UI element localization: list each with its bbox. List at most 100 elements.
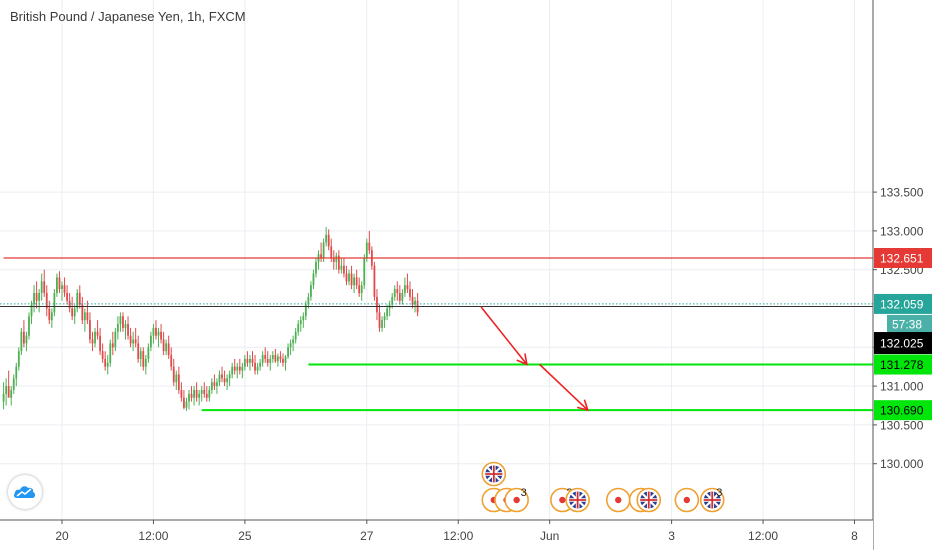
- projection-arrowhead-2: [576, 399, 589, 412]
- candle-body: [167, 343, 170, 356]
- candle-body: [172, 366, 175, 383]
- candle-body: [271, 355, 274, 359]
- grid-layer: [0, 0, 873, 520]
- candle-body: [348, 273, 350, 282]
- candle-body: [320, 254, 322, 259]
- event-count-badge: 3: [521, 487, 527, 499]
- candle-body: [297, 324, 300, 332]
- candle-body: [330, 246, 333, 259]
- resistance-price-label: 132.651: [880, 251, 924, 265]
- event-dot: [683, 496, 691, 504]
- price-axis-bg: [873, 0, 932, 550]
- time-tick-label: 12:00: [138, 529, 168, 543]
- candle-body: [368, 242, 371, 251]
- candle-body: [406, 285, 409, 290]
- candle-body: [355, 277, 358, 286]
- uk-flag-event-icon[interactable]: 3: [699, 487, 725, 513]
- candle-body: [294, 331, 297, 340]
- candle-body: [61, 285, 63, 290]
- bid-price-label: 132.025: [880, 337, 924, 351]
- candle-body: [391, 296, 394, 305]
- projection-arrow-2[interactable]: [538, 363, 589, 411]
- candle-body: [386, 308, 389, 317]
- candle-body: [157, 331, 160, 336]
- support-2-price-label: 130.690: [880, 404, 924, 418]
- candle-body: [5, 386, 8, 394]
- candle-body: [373, 265, 376, 297]
- price-lines-layer: [0, 257, 873, 412]
- tradingview-logo-button[interactable]: [8, 475, 42, 509]
- time-tick-label: 12:00: [443, 529, 473, 543]
- candle-body: [236, 366, 239, 371]
- candle-body: [249, 358, 251, 363]
- candle-body: [213, 382, 216, 387]
- candle-body: [155, 327, 157, 336]
- candle-body: [23, 331, 25, 344]
- time-tick-label: 27: [360, 529, 374, 543]
- projection-arrow-1[interactable]: [480, 306, 528, 365]
- candle-body: [299, 320, 302, 325]
- candle-body: [409, 289, 411, 297]
- candle-body: [30, 304, 33, 317]
- candle-body: [73, 308, 76, 317]
- candle-body: [200, 389, 203, 394]
- candle-body: [216, 382, 218, 387]
- candle-body: [162, 339, 165, 352]
- candle-body: [210, 382, 213, 390]
- economic-event-icon[interactable]: [674, 487, 700, 513]
- uk-flag-event-icon[interactable]: [565, 487, 590, 513]
- candle-body: [144, 358, 147, 367]
- candle-body: [264, 355, 267, 359]
- candle-body: [228, 374, 231, 379]
- economic-event-icon[interactable]: [605, 487, 631, 513]
- candle-body: [43, 281, 46, 293]
- candle-body: [190, 393, 193, 398]
- candle-body: [335, 255, 338, 262]
- candle-body: [353, 277, 355, 286]
- candle-body: [269, 358, 272, 363]
- price-tick-label: 131.000: [880, 380, 924, 394]
- candle-body: [127, 324, 129, 336]
- candle-body: [203, 389, 206, 394]
- candle-body: [45, 292, 48, 309]
- candle-body: [251, 358, 254, 363]
- economic-event-icon[interactable]: 3: [504, 487, 529, 513]
- candle-body: [376, 296, 378, 313]
- candle-body: [188, 393, 190, 402]
- candle-body: [150, 335, 152, 348]
- candle-body: [38, 292, 41, 301]
- candle-body: [40, 281, 43, 293]
- candle-body: [137, 343, 140, 359]
- candle-body: [340, 265, 343, 270]
- ask-price-label: 132.059: [880, 297, 924, 311]
- countdown-label-bg: [887, 314, 932, 333]
- candle-body: [241, 366, 244, 371]
- candle-body: [183, 397, 185, 408]
- price-tick-label: 130.500: [880, 418, 924, 432]
- candle-body: [12, 378, 15, 390]
- event-count-badge: 3: [716, 487, 722, 499]
- support-1-price-label: 131.278: [880, 358, 924, 372]
- event-dot: [513, 496, 520, 504]
- candle-body: [223, 378, 226, 383]
- candle-body: [332, 258, 335, 262]
- candle-body: [101, 351, 104, 359]
- candle-body: [345, 273, 348, 282]
- uk-flag-event-icon[interactable]: [481, 461, 507, 487]
- candle-body: [279, 356, 282, 359]
- uk-flag-event-icon[interactable]: [636, 487, 662, 513]
- candle-body: [358, 285, 361, 293]
- time-tick-label: 8: [851, 529, 858, 543]
- cloud-chart-icon: [13, 486, 36, 498]
- candle-body: [343, 265, 345, 274]
- candle-body: [78, 292, 81, 305]
- candle-body: [414, 300, 416, 305]
- candle-body: [160, 331, 162, 340]
- candle-body: [122, 316, 124, 328]
- candle-body: [218, 374, 221, 383]
- candle-body: [208, 389, 211, 398]
- chart-title: British Pound / Japanese Yen, 1h, FXCM: [10, 9, 246, 24]
